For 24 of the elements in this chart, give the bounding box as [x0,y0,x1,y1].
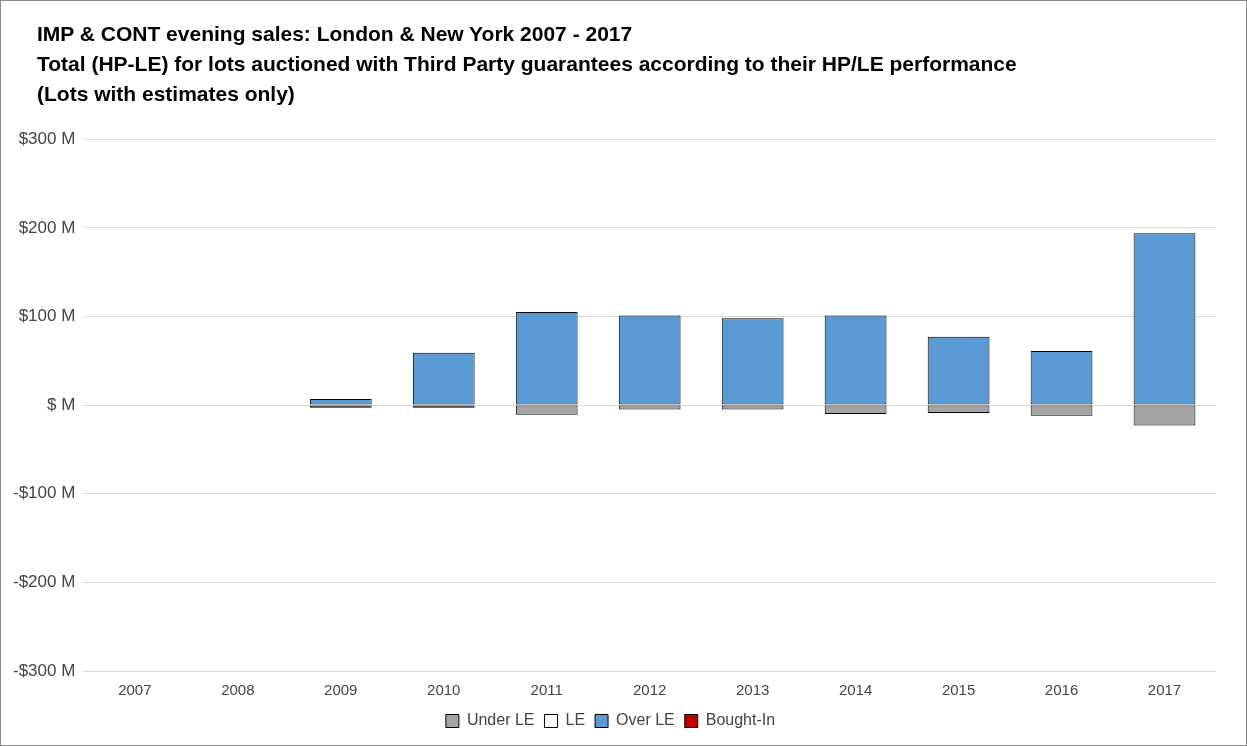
y-tick-label: $200 M [18,217,76,237]
x-tick-label: 2009 [324,681,358,699]
y-tick-label: $ M [47,394,76,414]
x-tick-label: 2011 [530,681,563,699]
y-tick-label: -$300 M [12,660,76,680]
x-tick-label: 2014 [838,681,873,699]
legend-label: LE [565,711,586,729]
legend-label: Under LE [466,711,535,729]
y-tick-label: -$200 M [12,572,76,592]
x-tick-label: 2013 [735,681,770,699]
x-tick-label: 2016 [1044,681,1079,699]
x-tick-label: 2010 [427,681,461,699]
chart-title: IMP & CONT evening sales: London & New York 2007 - 2017 [37,21,634,47]
y-tick-label: -$100 M [12,483,76,503]
x-tick-label: 2008 [221,681,255,699]
x-tick-label: 2017 [1147,681,1182,699]
y-tick-label: $300 M [18,128,76,148]
y-tick-label: $100 M [18,306,76,326]
chart-subtitle: Total (HP-LE) for lots auctioned with Third Party guarantees according to their HP/LE performance (Lots with estimates only) [37,51,1018,107]
x-tick-label: 2015 [941,681,976,699]
legend-label: Over LE [616,711,675,729]
x-tick-label: 2007 [118,681,152,699]
legend-label: Bought-In [705,711,776,729]
x-tick-label: 2012 [632,681,667,699]
